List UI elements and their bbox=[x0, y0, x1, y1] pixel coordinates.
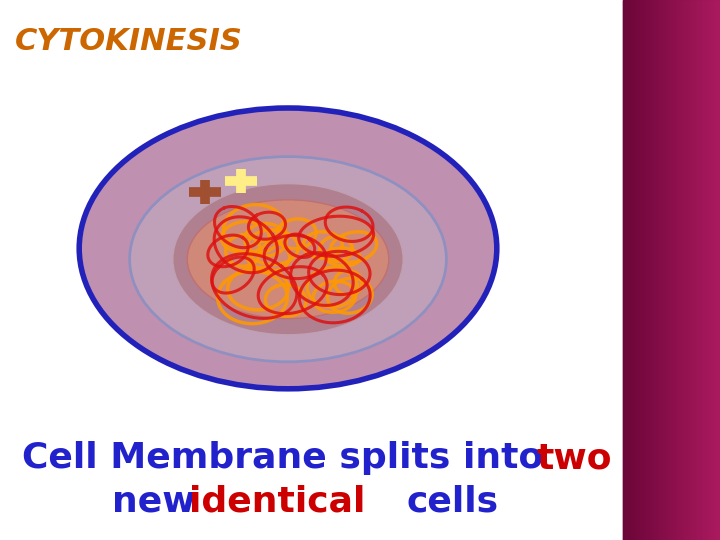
Bar bbox=[626, 0, 628, 540]
Bar bbox=[670, 0, 671, 540]
Bar bbox=[660, 0, 662, 540]
Text: new: new bbox=[112, 484, 208, 518]
Bar bbox=[679, 0, 680, 540]
Bar bbox=[639, 0, 640, 540]
Bar bbox=[644, 0, 646, 540]
Text: two: two bbox=[536, 441, 612, 475]
Ellipse shape bbox=[187, 200, 389, 319]
Bar bbox=[628, 0, 629, 540]
Bar bbox=[658, 0, 660, 540]
Bar bbox=[635, 0, 636, 540]
Bar bbox=[623, 0, 720, 540]
Bar bbox=[654, 0, 656, 540]
Bar bbox=[665, 0, 667, 540]
Bar bbox=[683, 0, 685, 540]
Bar bbox=[636, 0, 637, 540]
Bar bbox=[685, 0, 686, 540]
Bar bbox=[692, 0, 693, 540]
Bar bbox=[688, 0, 690, 540]
Bar bbox=[681, 0, 683, 540]
Bar bbox=[676, 0, 678, 540]
Bar bbox=[669, 0, 670, 540]
Bar bbox=[715, 0, 716, 540]
Bar bbox=[651, 0, 652, 540]
Bar bbox=[698, 0, 699, 540]
Bar bbox=[699, 0, 701, 540]
Bar bbox=[716, 0, 718, 540]
Bar bbox=[623, 0, 624, 540]
Bar bbox=[701, 0, 702, 540]
Bar bbox=[702, 0, 703, 540]
Bar bbox=[633, 0, 634, 540]
Bar bbox=[714, 0, 715, 540]
Text: identical: identical bbox=[189, 484, 379, 518]
Bar bbox=[667, 0, 669, 540]
Bar bbox=[675, 0, 676, 540]
Bar bbox=[693, 0, 695, 540]
Bar bbox=[680, 0, 681, 540]
Bar bbox=[642, 0, 644, 540]
Bar bbox=[719, 0, 720, 540]
Bar bbox=[637, 0, 639, 540]
Bar bbox=[709, 0, 710, 540]
Bar bbox=[656, 0, 657, 540]
Bar bbox=[648, 0, 649, 540]
Text: Cell Membrane splits into: Cell Membrane splits into bbox=[22, 441, 555, 475]
Bar bbox=[640, 0, 641, 540]
Bar bbox=[671, 0, 672, 540]
Bar bbox=[647, 0, 648, 540]
Bar bbox=[662, 0, 663, 540]
Bar bbox=[649, 0, 651, 540]
Bar bbox=[646, 0, 647, 540]
Ellipse shape bbox=[130, 157, 446, 362]
Bar bbox=[695, 0, 696, 540]
Bar bbox=[713, 0, 714, 540]
Bar bbox=[629, 0, 630, 540]
Bar bbox=[708, 0, 709, 540]
Bar bbox=[653, 0, 654, 540]
Bar bbox=[672, 0, 674, 540]
Bar bbox=[664, 0, 665, 540]
Bar bbox=[674, 0, 675, 540]
Bar bbox=[652, 0, 653, 540]
Bar bbox=[697, 0, 698, 540]
Bar bbox=[663, 0, 664, 540]
Bar bbox=[696, 0, 697, 540]
Ellipse shape bbox=[173, 184, 403, 335]
Bar bbox=[657, 0, 658, 540]
Bar bbox=[704, 0, 706, 540]
Bar bbox=[703, 0, 704, 540]
Bar bbox=[711, 0, 713, 540]
Bar bbox=[678, 0, 679, 540]
Bar bbox=[641, 0, 642, 540]
Bar bbox=[634, 0, 635, 540]
Bar bbox=[624, 0, 625, 540]
Bar bbox=[706, 0, 708, 540]
Bar bbox=[686, 0, 687, 540]
Bar bbox=[687, 0, 688, 540]
Bar bbox=[718, 0, 719, 540]
Text: cells: cells bbox=[407, 484, 499, 518]
Bar bbox=[631, 0, 632, 540]
Bar bbox=[630, 0, 631, 540]
Bar bbox=[625, 0, 626, 540]
Bar bbox=[691, 0, 692, 540]
Ellipse shape bbox=[79, 108, 497, 389]
Text: CYTOKINESIS: CYTOKINESIS bbox=[14, 27, 242, 56]
